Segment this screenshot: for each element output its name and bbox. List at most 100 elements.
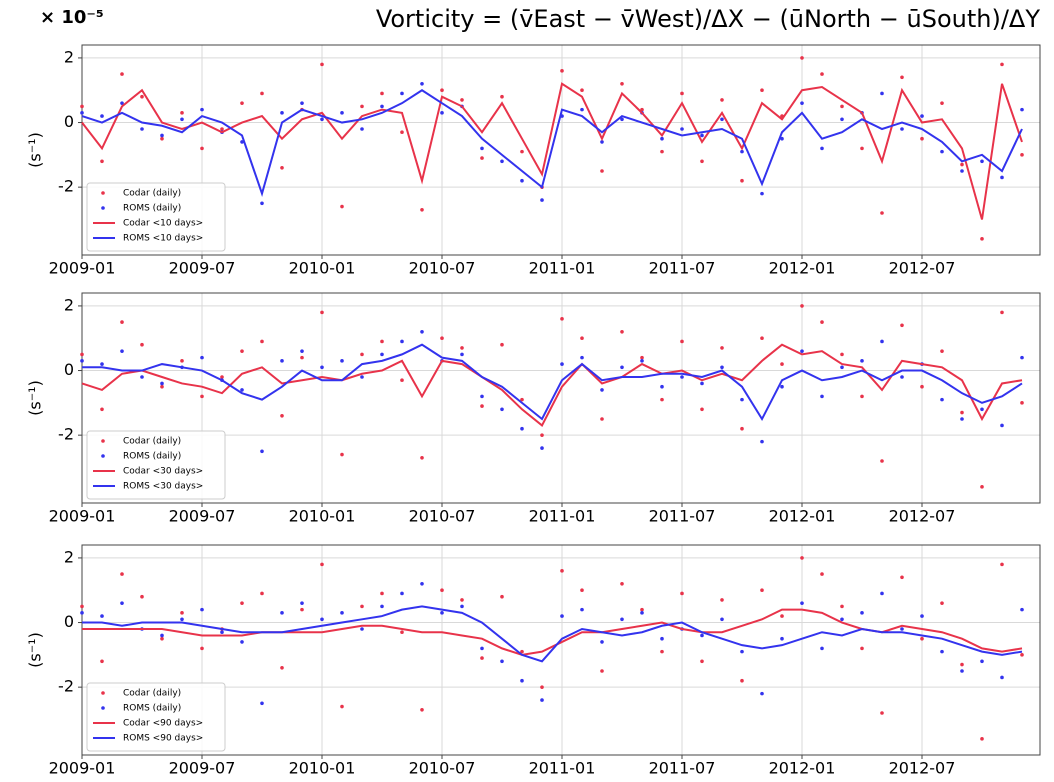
x-tick-label: 2010-01: [289, 759, 356, 778]
data-point: [1000, 310, 1004, 315]
x-tick-label: 2011-01: [529, 759, 596, 778]
legend-label: ROMS (daily): [123, 704, 181, 714]
data-point: [340, 452, 344, 457]
data-point: [300, 607, 304, 612]
data-point: [200, 107, 204, 112]
legend-label: Codar (daily): [123, 189, 181, 199]
data-point: [780, 636, 784, 641]
data-point: [880, 339, 884, 344]
data-point: [580, 588, 584, 593]
data-point: [360, 352, 364, 357]
data-point: [940, 101, 944, 105]
data-point: [820, 572, 824, 576]
data-point: [160, 636, 164, 641]
data-point: [340, 704, 344, 709]
data-point: [180, 611, 184, 615]
data-point: [160, 133, 164, 138]
data-point: [100, 159, 104, 164]
data-point: [680, 91, 684, 96]
data-point: [380, 352, 384, 357]
data-point: [860, 146, 864, 151]
data-point: [680, 375, 684, 379]
legend-label: Codar <90 days>: [123, 719, 203, 729]
data-point: [760, 336, 764, 341]
data-point: [420, 707, 424, 712]
data-point: [860, 359, 864, 363]
x-tick-label: 2012-01: [769, 259, 836, 278]
data-point: [900, 127, 904, 131]
data-point: [560, 69, 564, 73]
legend-label: ROMS (daily): [123, 452, 181, 462]
data-point: [880, 459, 884, 463]
legend-marker: [101, 439, 105, 443]
data-point: [760, 88, 764, 93]
data-point: [420, 207, 424, 212]
data-point: [520, 397, 524, 402]
data-point: [540, 685, 544, 689]
legend-marker: [101, 191, 105, 195]
data-point: [560, 614, 564, 618]
data-point: [480, 404, 484, 408]
data-point: [720, 598, 724, 602]
data-point: [980, 159, 984, 164]
data-point: [840, 352, 844, 357]
data-point: [80, 352, 84, 357]
data-point: [520, 149, 524, 154]
data-point: [960, 417, 964, 421]
data-point: [140, 127, 144, 131]
legend-marker: [101, 691, 105, 695]
data-point: [1000, 675, 1004, 680]
data-point: [300, 349, 304, 353]
x-tick-label: 2012-01: [769, 507, 836, 526]
data-point: [1020, 653, 1024, 657]
data-point: [800, 101, 804, 105]
data-point: [600, 640, 604, 644]
x-tick-label: 2009-07: [169, 759, 236, 778]
data-point: [520, 178, 524, 183]
data-point: [400, 130, 404, 135]
data-point: [880, 211, 884, 215]
x-tick-label: 2010-07: [409, 759, 476, 778]
data-point: [700, 159, 704, 164]
data-point: [280, 665, 284, 670]
data-point: [920, 636, 924, 641]
data-point: [1000, 423, 1004, 428]
data-point: [720, 365, 724, 370]
legend-marker: [101, 206, 105, 210]
data-point: [820, 72, 824, 76]
data-point: [160, 633, 164, 638]
data-point: [660, 636, 664, 641]
data-point: [880, 711, 884, 715]
data-point: [580, 607, 584, 612]
data-point: [920, 136, 924, 141]
y-tick-label: 0: [64, 360, 74, 379]
data-point: [700, 659, 704, 664]
data-point: [780, 614, 784, 618]
data-point: [480, 394, 484, 399]
data-point: [940, 649, 944, 654]
data-point: [520, 649, 524, 654]
data-point: [780, 362, 784, 366]
data-point: [220, 630, 224, 635]
data-point: [200, 646, 204, 651]
y-tick-label: -2: [58, 425, 74, 444]
data-point: [740, 678, 744, 683]
data-point: [980, 737, 984, 741]
data-point: [720, 346, 724, 350]
data-point: [580, 88, 584, 93]
data-point: [380, 91, 384, 96]
data-point: [120, 349, 124, 353]
data-point: [460, 346, 464, 350]
data-point: [300, 601, 304, 605]
y-tick-label: 0: [64, 612, 74, 631]
data-point: [460, 352, 464, 357]
data-point: [720, 117, 724, 122]
y-tick-label: 0: [64, 112, 74, 131]
data-point: [820, 146, 824, 151]
data-point: [80, 611, 84, 615]
data-point: [360, 104, 364, 109]
data-point: [280, 611, 284, 615]
x-tick-label: 2010-07: [409, 259, 476, 278]
y-tick-label: 2: [64, 547, 74, 566]
legend-label: Codar <30 days>: [123, 467, 203, 477]
